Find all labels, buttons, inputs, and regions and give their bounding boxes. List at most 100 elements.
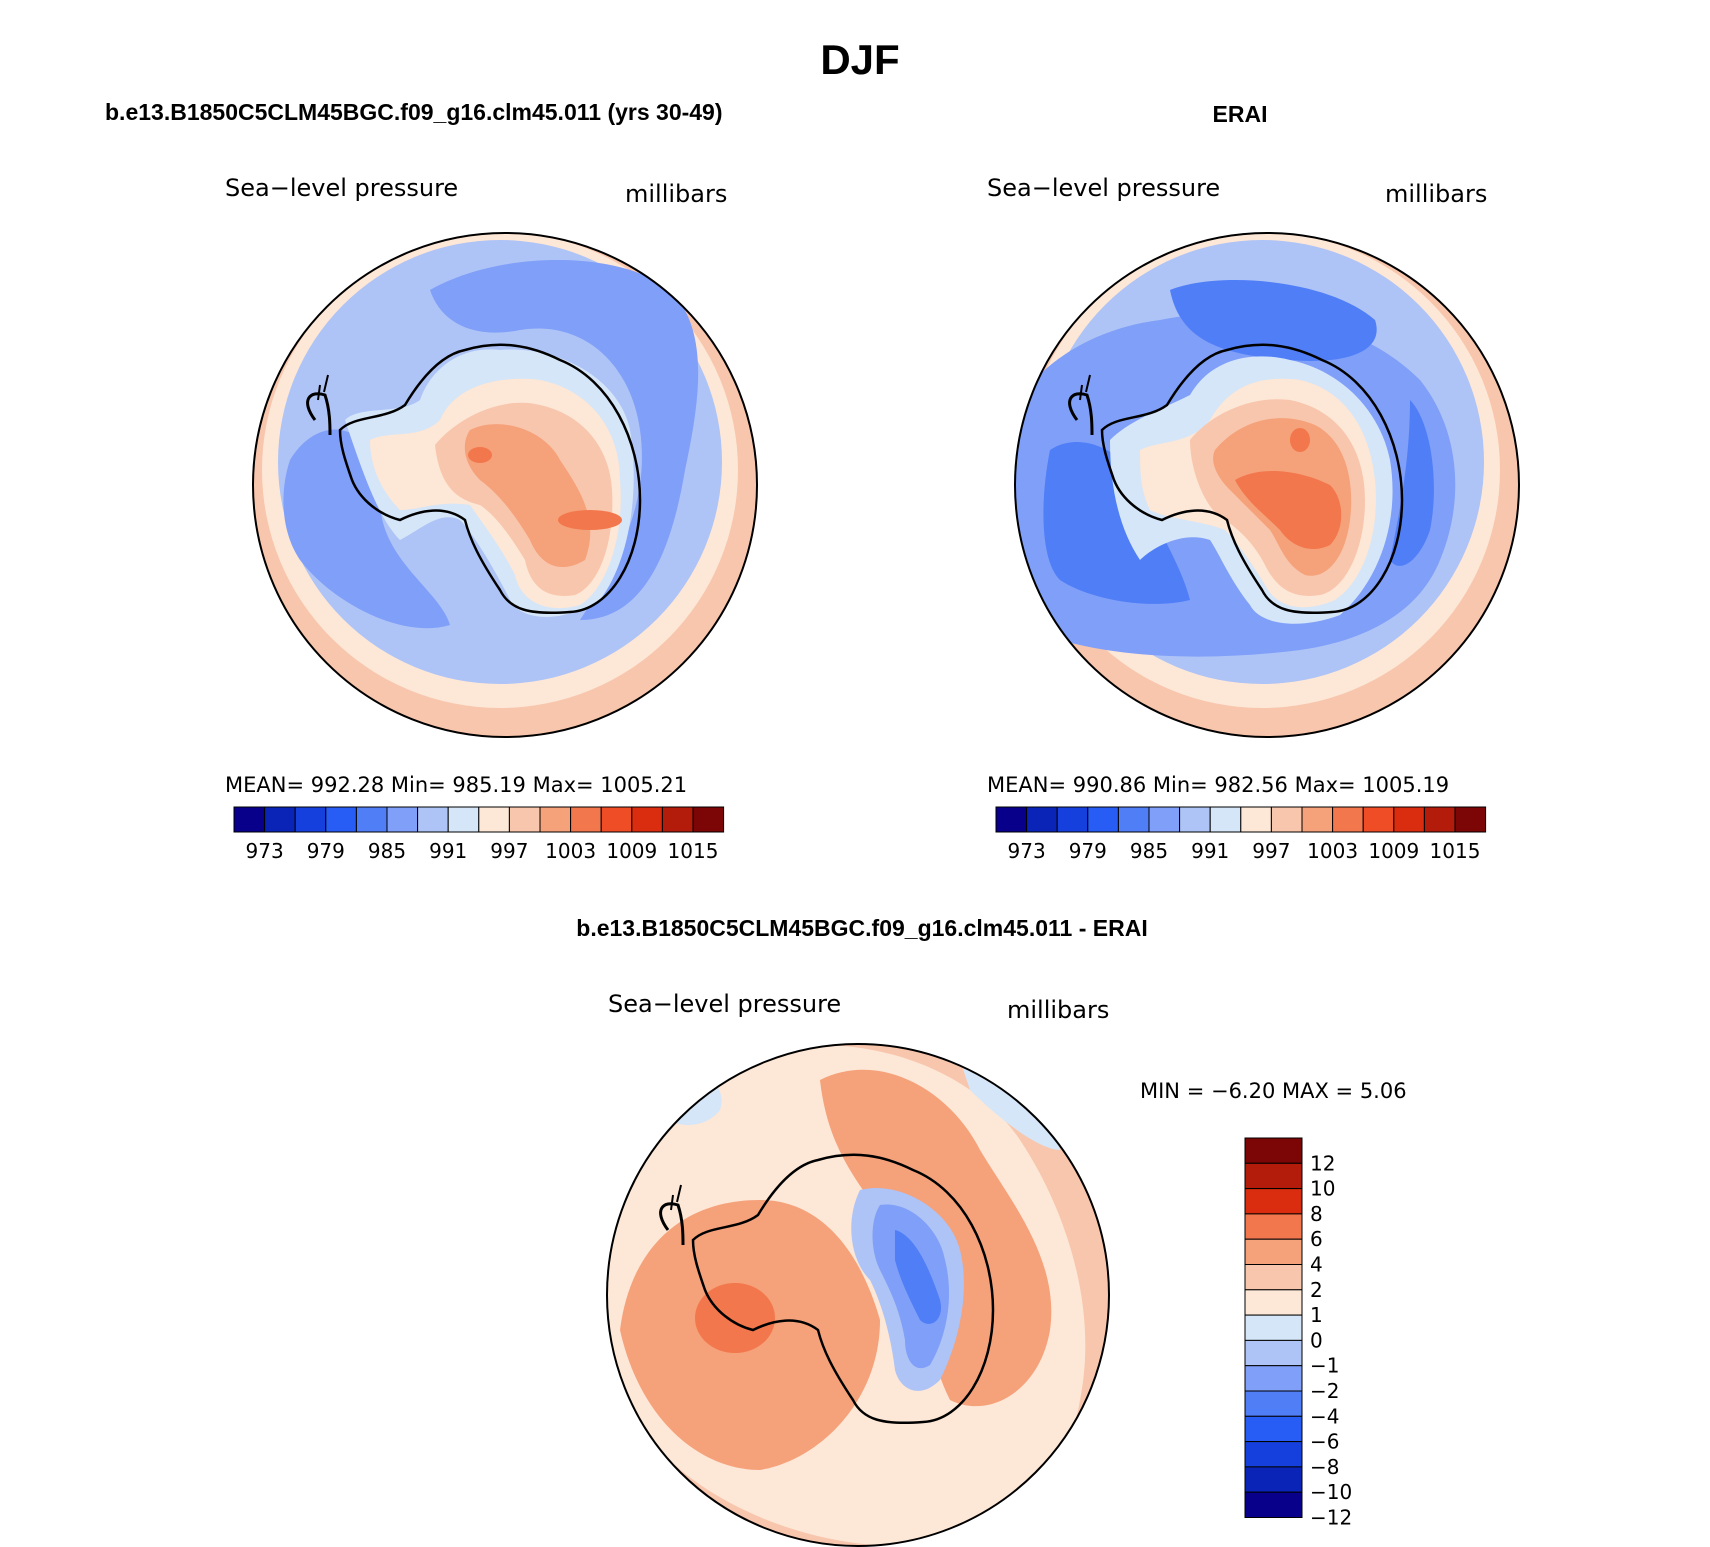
- colorbar-swatch: [264, 806, 296, 833]
- colorbar-tick-label: 1009: [1368, 839, 1419, 863]
- colorbar-swatch: [1270, 806, 1303, 833]
- colorbar-swatch: [1026, 806, 1058, 833]
- colorbar-tick-label: 2: [1310, 1278, 1323, 1302]
- colorbar-tick-label: −1: [1310, 1354, 1339, 1378]
- colorbar-tick-label: 979: [307, 839, 345, 863]
- colorbar-tick-label: 1015: [668, 839, 719, 863]
- colorbar-swatch: [233, 806, 266, 833]
- panel-erai: ERAI Sea−level pressure millibars MEAN= …: [987, 101, 1520, 863]
- colorbar-swatch: [1240, 806, 1272, 833]
- panel-model-title: b.e13.B1850C5CLM45BGC.f09_g16.clm45.011 …: [105, 99, 723, 125]
- colorbar-swatch: [447, 806, 480, 833]
- colorbar-swatch: [570, 806, 602, 833]
- colorbar-tick-label: 985: [368, 839, 406, 863]
- colorbar-swatch: [692, 806, 725, 833]
- colorbar-tick-label: −4: [1310, 1404, 1339, 1428]
- panel-model-stats: MEAN= 992.28 Min= 985.19 Max= 1005.21: [225, 773, 687, 797]
- colorbar-swatch: [1244, 1137, 1303, 1164]
- panel-model-units-label: millibars: [625, 180, 727, 208]
- panel-erai-colorbar: 973 979 985 991 997 1003 1009 1015: [995, 806, 1487, 863]
- colorbar-swatch: [1244, 1289, 1303, 1316]
- colorbar-swatch: [1244, 1415, 1303, 1443]
- colorbar-swatch: [1244, 1390, 1303, 1417]
- colorbar-swatch: [1362, 806, 1395, 833]
- colorbar-swatch: [1393, 806, 1425, 833]
- panel-difference-map: [607, 1044, 1109, 1546]
- colorbar-swatch: [1454, 806, 1487, 833]
- colorbar-tick-label: 0: [1310, 1328, 1323, 1352]
- colorbar-swatch: [508, 806, 541, 833]
- panel-difference-stats: MIN = −6.20 MAX = 5.06: [1140, 1079, 1407, 1103]
- colorbar-swatch: [386, 806, 419, 833]
- panel-model-map: [253, 233, 757, 737]
- colorbar-tick-label: 991: [1191, 839, 1229, 863]
- colorbar-tick-label: 6: [1310, 1227, 1323, 1251]
- colorbar-tick-label: 1003: [545, 839, 596, 863]
- colorbar-tick-label: 991: [429, 839, 467, 863]
- colorbar-tick-label: 997: [490, 839, 528, 863]
- panel-erai-map: [1015, 233, 1519, 737]
- colorbar-swatch: [1148, 806, 1181, 833]
- colorbar-tick-label: 979: [1069, 839, 1107, 863]
- colorbar-swatch: [1244, 1213, 1303, 1240]
- panel-difference-title: b.e13.B1850C5CLM45BGC.f09_g16.clm45.011 …: [576, 915, 1147, 941]
- colorbar-swatch: [1423, 806, 1456, 833]
- colorbar-swatch: [1244, 1339, 1303, 1367]
- colorbar-tick-label: 4: [1310, 1253, 1323, 1277]
- colorbar-swatch: [355, 806, 388, 833]
- colorbar-tick-label: 985: [1130, 839, 1168, 863]
- colorbar-swatch: [1179, 806, 1211, 833]
- panel-erai-units-label: millibars: [1385, 180, 1487, 208]
- colorbar-swatch: [995, 806, 1028, 833]
- colorbar-tick-label: 973: [246, 839, 284, 863]
- colorbar-tick-label: 1: [1310, 1303, 1323, 1327]
- colorbar-tick-label: 973: [1008, 839, 1046, 863]
- colorbar-swatch: [1056, 806, 1089, 833]
- colorbar-swatch: [1244, 1365, 1303, 1392]
- colorbar-swatch: [1244, 1466, 1303, 1493]
- colorbar-tick-label: −10: [1310, 1480, 1352, 1504]
- colorbar-swatch: [325, 806, 357, 833]
- colorbar-tick-label: 1015: [1430, 839, 1481, 863]
- colorbar-tick-label: −6: [1310, 1430, 1339, 1454]
- colorbar-swatch: [417, 806, 449, 833]
- panel-erai-title: ERAI: [1213, 101, 1268, 127]
- colorbar-swatch: [1332, 806, 1364, 833]
- colorbar-tick-label: −8: [1310, 1455, 1339, 1479]
- colorbar-swatch: [661, 806, 694, 833]
- colorbar-swatch: [1087, 806, 1119, 833]
- panel-model: b.e13.B1850C5CLM45BGC.f09_g16.clm45.011 …: [105, 99, 758, 863]
- panel-model-variable-label: Sea−level pressure: [225, 174, 458, 202]
- colorbar-tick-label: 1009: [606, 839, 657, 863]
- colorbar-swatch: [1244, 1441, 1303, 1468]
- colorbar-swatch: [1301, 806, 1334, 833]
- colorbar-tick-label: 8: [1310, 1202, 1323, 1226]
- panel-difference-units-label: millibars: [1007, 996, 1109, 1024]
- colorbar-swatch: [1244, 1238, 1303, 1265]
- colorbar-swatch: [478, 806, 510, 833]
- colorbar-tick-label: 997: [1252, 839, 1290, 863]
- panel-difference-variable-label: Sea−level pressure: [608, 990, 841, 1018]
- main-title: DJF: [820, 36, 899, 83]
- panel-erai-stats: MEAN= 990.86 Min= 982.56 Max= 1005.19: [987, 773, 1449, 797]
- colorbar-swatch: [600, 806, 633, 833]
- panel-model-colorbar: 973 979 985 991 997 1003 1009 1015: [233, 806, 725, 863]
- colorbar-swatch: [539, 806, 572, 833]
- colorbar-swatch: [1244, 1162, 1303, 1190]
- colorbar-swatch: [1209, 806, 1242, 833]
- colorbar-swatch: [1244, 1264, 1303, 1291]
- colorbar-swatch: [1117, 806, 1150, 833]
- panel-erai-variable-label: Sea−level pressure: [987, 174, 1220, 202]
- colorbar-swatch: [294, 806, 327, 833]
- colorbar-tick-label: 10: [1310, 1177, 1335, 1201]
- colorbar-tick-label: −12: [1310, 1506, 1352, 1530]
- colorbar-swatch: [1244, 1188, 1303, 1215]
- colorbar-swatch: [1244, 1314, 1303, 1341]
- colorbar-swatch: [1244, 1491, 1303, 1518]
- colorbar-tick-label: 12: [1310, 1151, 1335, 1175]
- colorbar-tick-label: 1003: [1307, 839, 1358, 863]
- colorbar-swatch: [631, 806, 663, 833]
- colorbar-tick-label: −2: [1310, 1379, 1339, 1403]
